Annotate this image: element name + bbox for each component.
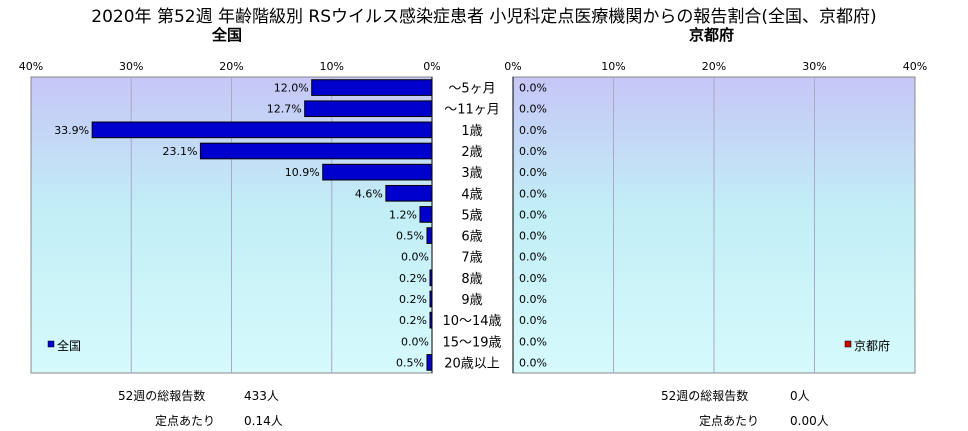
- category-label: 6歳: [461, 230, 482, 245]
- left-data-label: 4.6%: [355, 187, 383, 200]
- left-total-value: 433人: [244, 389, 279, 403]
- category-label: 3歳: [461, 166, 482, 181]
- right-x-tick-label: 20%: [702, 60, 726, 73]
- category-label: 7歳: [461, 251, 482, 266]
- left-data-label: 0.0%: [401, 335, 429, 348]
- chart-title: 2020年 第52週 年齢階級別 RSウイルス感染症患者 小児科定点医療機関から…: [91, 7, 877, 27]
- left-data-label: 0.5%: [396, 356, 424, 369]
- right-data-label: 0.0%: [519, 230, 547, 243]
- right-x-tick-label: 10%: [601, 60, 625, 73]
- right-x-tick-label: 0%: [504, 60, 521, 73]
- left-per-label: 定点あたり: [155, 414, 216, 428]
- left-legend-label: 全国: [57, 338, 81, 353]
- right-data-label: 0.0%: [519, 124, 547, 137]
- left-bar: [426, 227, 433, 244]
- left-data-label: 1.2%: [389, 208, 417, 221]
- left-bar: [385, 184, 433, 202]
- left-data-label: 0.2%: [399, 314, 427, 327]
- left-x-tick-label: 40%: [19, 60, 43, 73]
- right-data-label: 0.0%: [519, 356, 547, 369]
- right-data-label: 0.0%: [519, 314, 547, 327]
- left-data-label: 12.0%: [274, 82, 309, 95]
- left-legend-swatch: [47, 340, 55, 348]
- left-bar: [429, 290, 433, 308]
- left-x-tick-label: 10%: [320, 60, 344, 73]
- category-label: 2歳: [461, 145, 482, 160]
- category-label: 9歳: [461, 293, 482, 308]
- left-data-label: 12.7%: [267, 103, 302, 116]
- right-data-label: 0.0%: [519, 272, 547, 285]
- right-panel-subtitle: 京都府: [689, 26, 735, 44]
- category-label: 15～19歳: [442, 335, 501, 350]
- right-data-label: 0.0%: [519, 335, 547, 348]
- right-legend-label: 京都府: [854, 338, 890, 353]
- left-bar: [322, 163, 433, 181]
- left-per-value: 0.14人: [244, 414, 283, 428]
- right-x-tick-label: 30%: [802, 60, 826, 73]
- right-data-label: 0.0%: [519, 293, 547, 306]
- right-legend-swatch: [844, 340, 852, 348]
- left-data-label: 0.2%: [399, 272, 427, 285]
- left-total-label: 52週の総報告数: [118, 389, 206, 403]
- category-label: ～5ヶ月: [448, 82, 495, 97]
- right-total-value: 0人: [790, 389, 810, 403]
- left-data-label: 0.0%: [401, 251, 429, 264]
- category-label: 10～14歳: [442, 314, 501, 329]
- left-data-label: 0.2%: [399, 293, 427, 306]
- left-bar: [91, 121, 433, 139]
- left-bar: [429, 311, 433, 329]
- category-label: 4歳: [461, 187, 482, 202]
- left-panel-subtitle: 全国: [212, 26, 243, 44]
- right-data-label: 0.0%: [519, 145, 547, 158]
- right-data-label: 0.0%: [519, 82, 547, 95]
- right-x-tick-label: 40%: [903, 60, 927, 73]
- category-label: ～11ヶ月: [444, 103, 500, 118]
- left-x-tick-label: 0%: [423, 60, 440, 73]
- left-data-label: 10.9%: [285, 166, 320, 179]
- left-bar: [311, 79, 433, 96]
- left-data-label: 33.9%: [54, 124, 89, 137]
- left-bar: [426, 354, 433, 371]
- right-data-label: 0.0%: [519, 103, 547, 116]
- left-data-label: 0.5%: [396, 230, 424, 243]
- right-data-label: 0.0%: [519, 166, 547, 179]
- category-label: 5歳: [461, 208, 482, 223]
- left-bar: [429, 269, 433, 287]
- category-label: 1歳: [461, 124, 482, 139]
- right-per-label: 定点あたり: [699, 414, 760, 428]
- left-data-label: 23.1%: [162, 145, 197, 158]
- right-data-label: 0.0%: [519, 187, 547, 200]
- right-total-label: 52週の総報告数: [661, 389, 749, 403]
- category-label: 20歳以上: [444, 356, 500, 371]
- left-bar: [419, 206, 433, 223]
- right-per-value: 0.00人: [790, 414, 829, 428]
- right-data-label: 0.0%: [519, 208, 547, 221]
- right-data-label: 0.0%: [519, 251, 547, 264]
- chart-canvas: 0% 10% 20% 30% 40% 12.0% 12.7% 33.9% 23.1% 10.9% 4…: [19, 60, 927, 374]
- category-label: 8歳: [461, 272, 482, 287]
- left-bar: [199, 142, 433, 160]
- left-bar: [304, 100, 433, 118]
- left-x-tick-label: 20%: [219, 60, 243, 73]
- left-x-tick-label: 30%: [119, 60, 143, 73]
